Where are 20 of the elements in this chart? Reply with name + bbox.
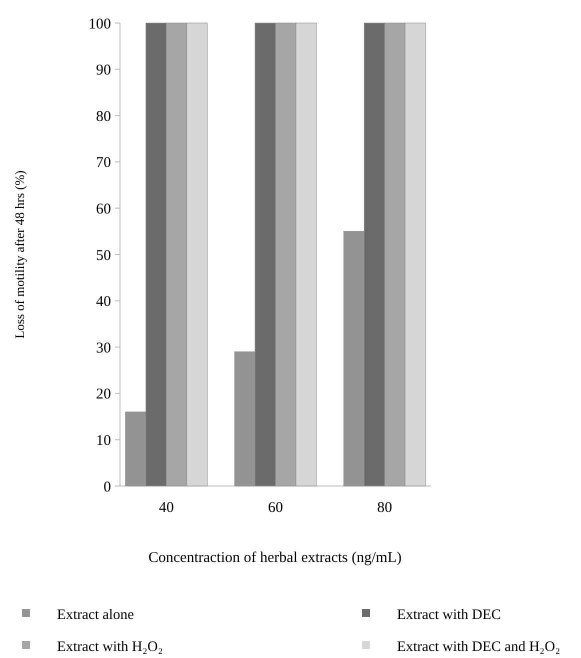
y-tick-label: 10 — [96, 432, 111, 449]
x-tick-label: 40 — [158, 500, 174, 516]
legend-label: Extract with DEC — [397, 607, 501, 624]
y-tick-label: 20 — [96, 386, 111, 403]
legend-label: Extract with H₂O₂ — [57, 639, 163, 656]
y-tick-label: 60 — [96, 201, 111, 218]
y-tick-label: 0 — [104, 479, 111, 496]
x-axis-title: Concentraction of herbal extracts (ng/mL) — [148, 550, 402, 566]
y-tick-label: 80 — [96, 108, 111, 125]
x-tick-label: 80 — [377, 500, 392, 516]
y-tick-label: 50 — [96, 248, 111, 264]
y-tick-label: 90 — [96, 62, 111, 79]
y-tick-label: 70 — [96, 155, 111, 172]
y-tick-label: 100 — [88, 16, 111, 32]
y-tick-label: 40 — [96, 294, 111, 310]
x-tick-label: 60 — [268, 500, 283, 516]
y-tick-label: 30 — [96, 340, 111, 356]
legend-label: Extract alone — [57, 607, 134, 624]
y-axis-title: Loss of motility after 48 hrs (%) — [12, 170, 27, 339]
legend-label: Extract with DEC and H₂O₂ — [397, 639, 560, 656]
